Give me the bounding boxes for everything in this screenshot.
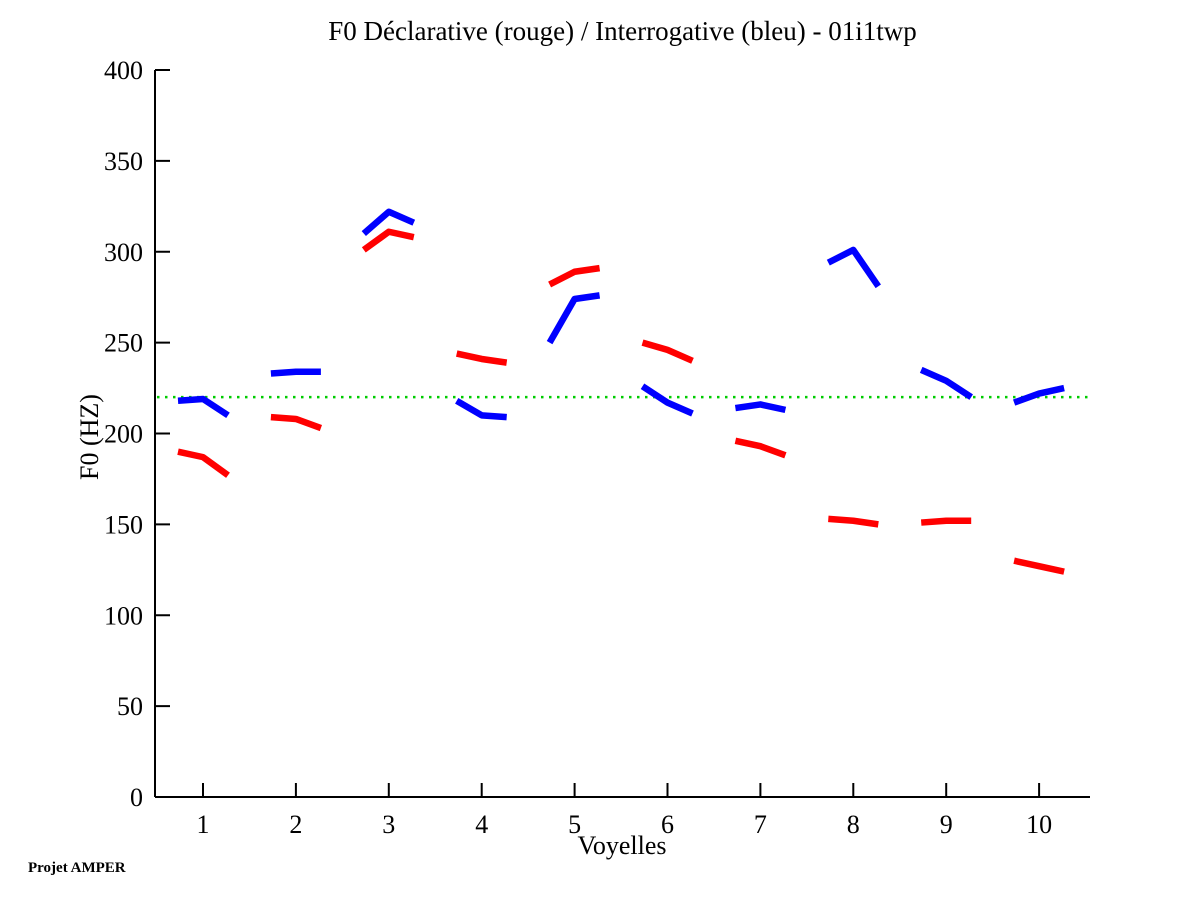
y-tick-label: 200 — [104, 420, 143, 449]
y-axis-label: F0 (HZ) — [75, 394, 104, 480]
chart-title: F0 Déclarative (rouge) / Interrogative (… — [328, 16, 917, 46]
declarative-segment-v5 — [548, 264, 601, 288]
y-tick-label: 0 — [130, 783, 143, 812]
x-tick-label: 3 — [382, 810, 395, 839]
x-tick-label: 10 — [1026, 810, 1052, 839]
declarative-segment-v4 — [456, 350, 508, 366]
interrogative-segment-v5 — [546, 292, 601, 345]
declarative-segment-v8 — [828, 515, 879, 528]
y-tick-label: 50 — [117, 692, 143, 721]
interrogative-segment-v2 — [270, 368, 321, 377]
declarative-segment-v7 — [734, 437, 787, 459]
y-tick-label: 150 — [104, 510, 143, 539]
declarative-segment-v9 — [920, 517, 972, 526]
interrogative-segment-v9 — [919, 366, 973, 400]
y-tick-label: 350 — [104, 147, 143, 176]
declarative-segment-v10 — [1013, 557, 1065, 575]
y-tick-label: 250 — [104, 329, 143, 358]
declarative-segment-v6 — [641, 339, 694, 364]
x-tick-label: 2 — [289, 810, 302, 839]
declarative-segment-v2 — [270, 413, 323, 432]
x-tick-label: 9 — [940, 810, 953, 839]
declarative-segment-v3 — [361, 228, 415, 253]
x-tick-label: 6 — [661, 810, 674, 839]
y-tick-label: 300 — [104, 238, 143, 267]
interrogative-segment-v7 — [734, 401, 787, 414]
x-axis-label: Voyelles — [577, 831, 667, 860]
interrogative-segment-v8 — [826, 246, 881, 289]
interrogative-segment-v10 — [1012, 384, 1065, 406]
interrogative-segment-v4 — [455, 397, 507, 421]
x-tick-label: 4 — [475, 810, 488, 839]
project-credit: Projet AMPER — [28, 860, 126, 876]
declarative-segment-v1 — [177, 448, 230, 478]
x-tick-label: 5 — [568, 810, 581, 839]
y-tick-label: 100 — [104, 601, 143, 630]
y-tick-label: 400 — [104, 56, 143, 85]
x-tick-label: 1 — [197, 810, 210, 839]
interrogative-segment-v6 — [640, 383, 694, 417]
x-tick-label: 8 — [847, 810, 860, 839]
x-tick-label: 7 — [754, 810, 767, 839]
interrogative-segment-v3 — [361, 208, 416, 237]
interrogative-segment-v1 — [177, 395, 230, 419]
